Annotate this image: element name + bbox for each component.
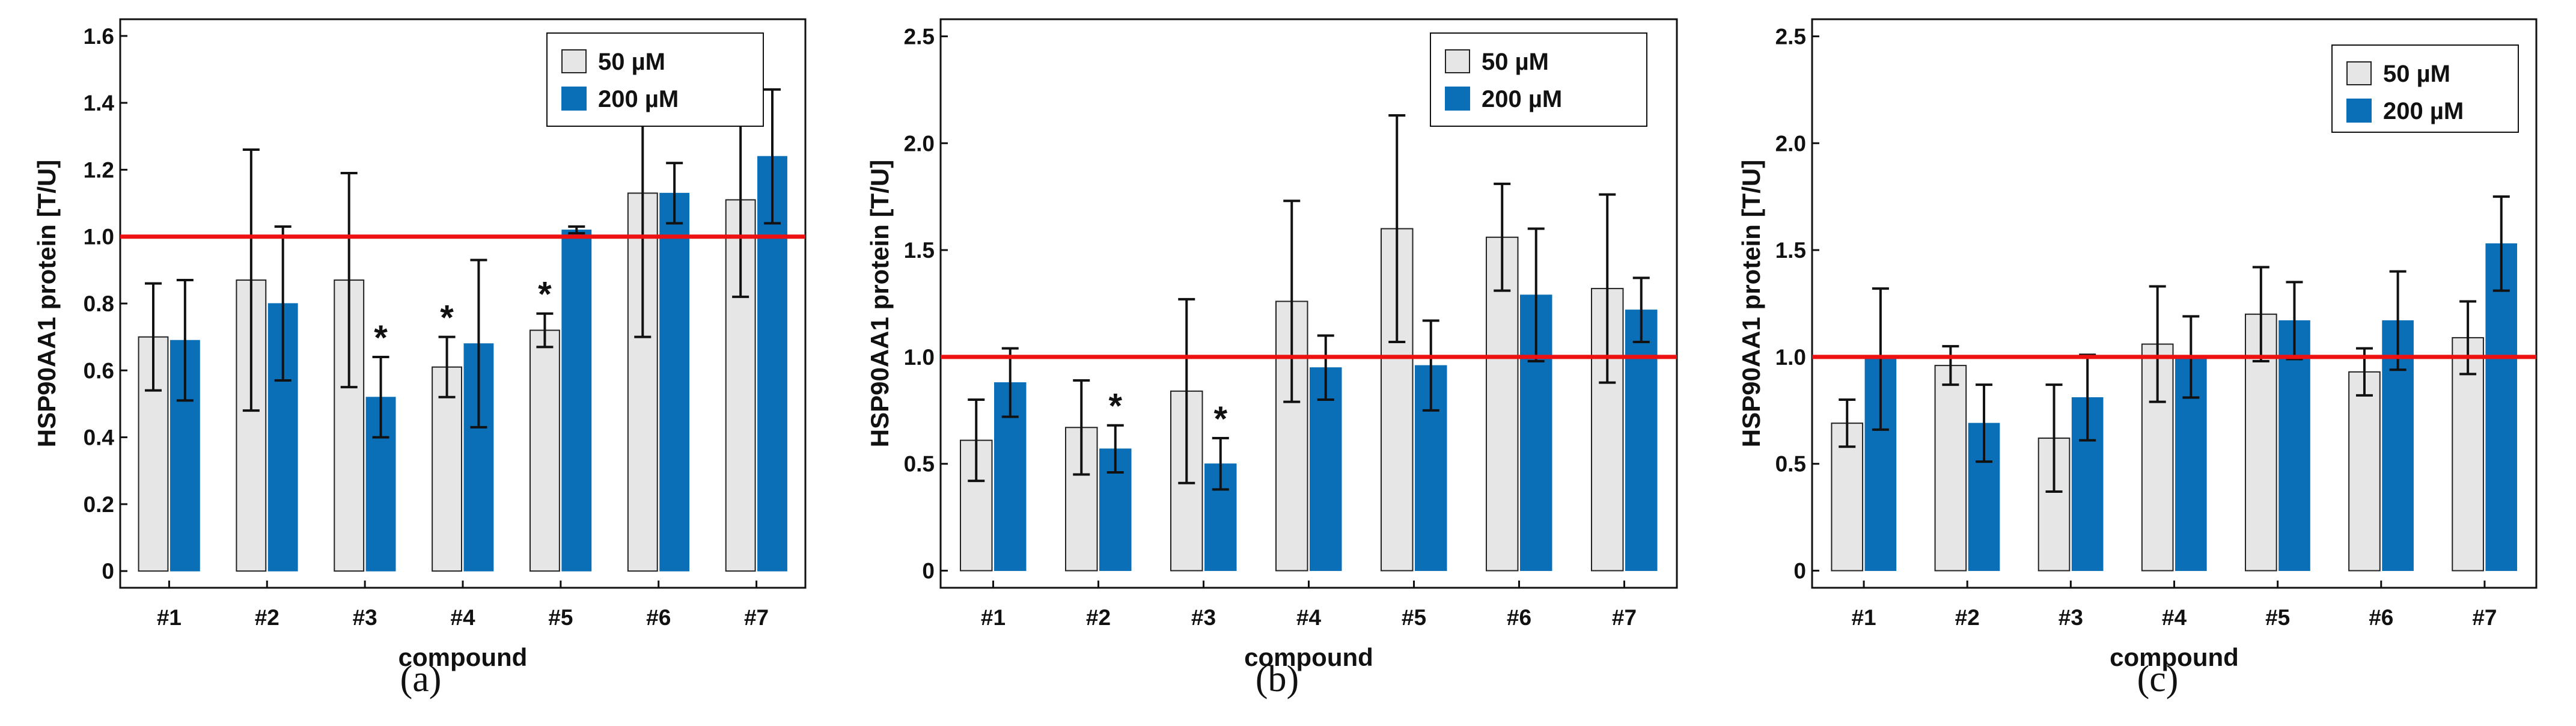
- chart-panel-1: 0 0.2 0.4 0.6 0.8 1.0 1.2 1.4 1.6 HSP90AA1 protei…: [32, 18, 807, 700]
- x-tick-label: #6: [1507, 605, 1531, 630]
- y-tick-label: 1.0: [904, 345, 935, 370]
- x-tick-label: #3: [353, 605, 377, 630]
- y-tick-label: 1.5: [904, 238, 935, 263]
- chart-panel-2: 0 0.5 1.0 1.5 2.0 2.5 HSP90AA1 protein [T/U] #1…: [865, 18, 1678, 700]
- x-tick-label: #1: [981, 605, 1006, 630]
- x-tick-label: #4: [450, 605, 475, 630]
- bar-low-dose-5: [530, 329, 560, 572]
- y-tick-label: 2.5: [1775, 24, 1806, 49]
- x-tick-label: #6: [2369, 605, 2393, 630]
- y-tick-label: 0.6: [84, 358, 114, 383]
- x-axis-title: compound: [398, 643, 528, 671]
- legend: 50 µM 200 µM: [1430, 32, 1647, 127]
- bar-low-dose-2: [1934, 365, 1967, 572]
- bar-low-dose-4: [1275, 300, 1308, 572]
- y-axis-title: HSP90AA1 protein [T/U]: [32, 160, 61, 447]
- legend-label: 50 µM: [2383, 61, 2450, 87]
- significance-star: *: [1213, 400, 1227, 439]
- legend-label: 50 µM: [1482, 49, 1549, 75]
- y-tick-label: 0.5: [1775, 452, 1806, 477]
- legend-swatch: [561, 49, 587, 73]
- legend-label: 200 µM: [1482, 86, 1562, 112]
- x-tick-label: #2: [1086, 605, 1111, 630]
- legend-label: 50 µM: [598, 49, 665, 75]
- bar-high-dose-1: [169, 340, 200, 572]
- x-tick-label: #5: [548, 605, 573, 630]
- legend-swatch: [1445, 87, 1470, 111]
- y-tick-label: 0: [1793, 559, 1806, 584]
- bar-high-dose-6: [659, 192, 690, 572]
- bar-low-dose-4: [432, 366, 463, 572]
- x-tick-label: #5: [2265, 605, 2290, 630]
- panel-label: (b): [1256, 659, 1299, 700]
- significance-star: *: [440, 299, 454, 338]
- bar-high-dose-5: [561, 230, 592, 572]
- x-tick-label: #1: [157, 605, 182, 630]
- x-tick-label: #5: [1402, 605, 1426, 630]
- significance-star: *: [1108, 387, 1122, 426]
- y-tick-label: 0.5: [904, 452, 935, 477]
- legend-label: 200 µM: [598, 86, 679, 112]
- chart-panel-3: 0 0.5 1.0 1.5 2.0 2.5 HSP90AA1 protein [T/U] #1…: [1737, 18, 2538, 700]
- x-tick-label: #3: [1191, 605, 1216, 630]
- x-tick-label: #1: [1851, 605, 1876, 630]
- y-tick-label: 0.2: [84, 492, 114, 517]
- y-tick-label: 1.0: [1775, 345, 1806, 370]
- y-tick-label: 1.4: [84, 91, 115, 115]
- y-tick-label: 0.8: [84, 291, 114, 316]
- y-tick-label: 2.0: [904, 131, 935, 156]
- y-tick-label: 0: [922, 559, 935, 584]
- y-tick-label: 2.5: [904, 24, 935, 49]
- panel-label: (a): [400, 659, 442, 700]
- panel-label: (c): [2137, 659, 2179, 700]
- x-tick-label: #7: [2472, 605, 2497, 630]
- x-tick-label: #4: [1296, 605, 1322, 630]
- x-tick-label: #6: [646, 605, 671, 630]
- legend-swatch: [561, 87, 587, 111]
- y-tick-label: 1.5: [1775, 238, 1806, 263]
- y-tick-label: 1.6: [84, 24, 114, 49]
- y-tick-label: 1.2: [84, 157, 114, 182]
- bar-low-dose-6: [1486, 236, 1519, 572]
- legend-label: 200 µM: [2383, 98, 2464, 124]
- legend-box: [546, 32, 764, 127]
- bar-high-dose-7: [2485, 243, 2518, 572]
- x-tick-label: #4: [2162, 605, 2187, 630]
- x-tick-label: #3: [2059, 605, 2083, 630]
- x-tick-label: #7: [744, 605, 769, 630]
- legend-swatch: [2346, 99, 2372, 123]
- legend-swatch: [2346, 61, 2372, 85]
- legend: 50 µM 200 µM: [2331, 44, 2519, 133]
- x-axis-title: compound: [2110, 643, 2239, 671]
- legend-box: [1430, 32, 1647, 127]
- y-axis-title: HSP90AA1 protein [T/U]: [1737, 160, 1765, 447]
- legend-swatch: [1445, 49, 1470, 73]
- bar-low-dose-7: [2452, 337, 2484, 572]
- y-tick-label: 2.0: [1775, 131, 1806, 156]
- legend: 50 µM 200 µM: [546, 32, 764, 127]
- y-tick-label: 0: [102, 559, 114, 584]
- x-axis-title: compound: [1244, 643, 1373, 671]
- x-tick-label: #7: [1612, 605, 1637, 630]
- bar-low-dose-6: [2348, 371, 2381, 572]
- bar-high-dose-4: [1310, 367, 1342, 572]
- y-tick-label: 0.4: [84, 426, 115, 450]
- bar-high-dose-5: [2278, 320, 2310, 572]
- y-axis-title: HSP90AA1 protein [T/U]: [865, 160, 894, 447]
- significance-star: *: [374, 319, 388, 358]
- x-tick-label: #2: [255, 605, 279, 630]
- bar-high-dose-7: [757, 156, 787, 572]
- significance-star: *: [538, 275, 552, 314]
- bar-high-dose-7: [1625, 310, 1658, 572]
- y-tick-label: 1.0: [84, 225, 114, 249]
- x-tick-label: #2: [1955, 605, 1980, 630]
